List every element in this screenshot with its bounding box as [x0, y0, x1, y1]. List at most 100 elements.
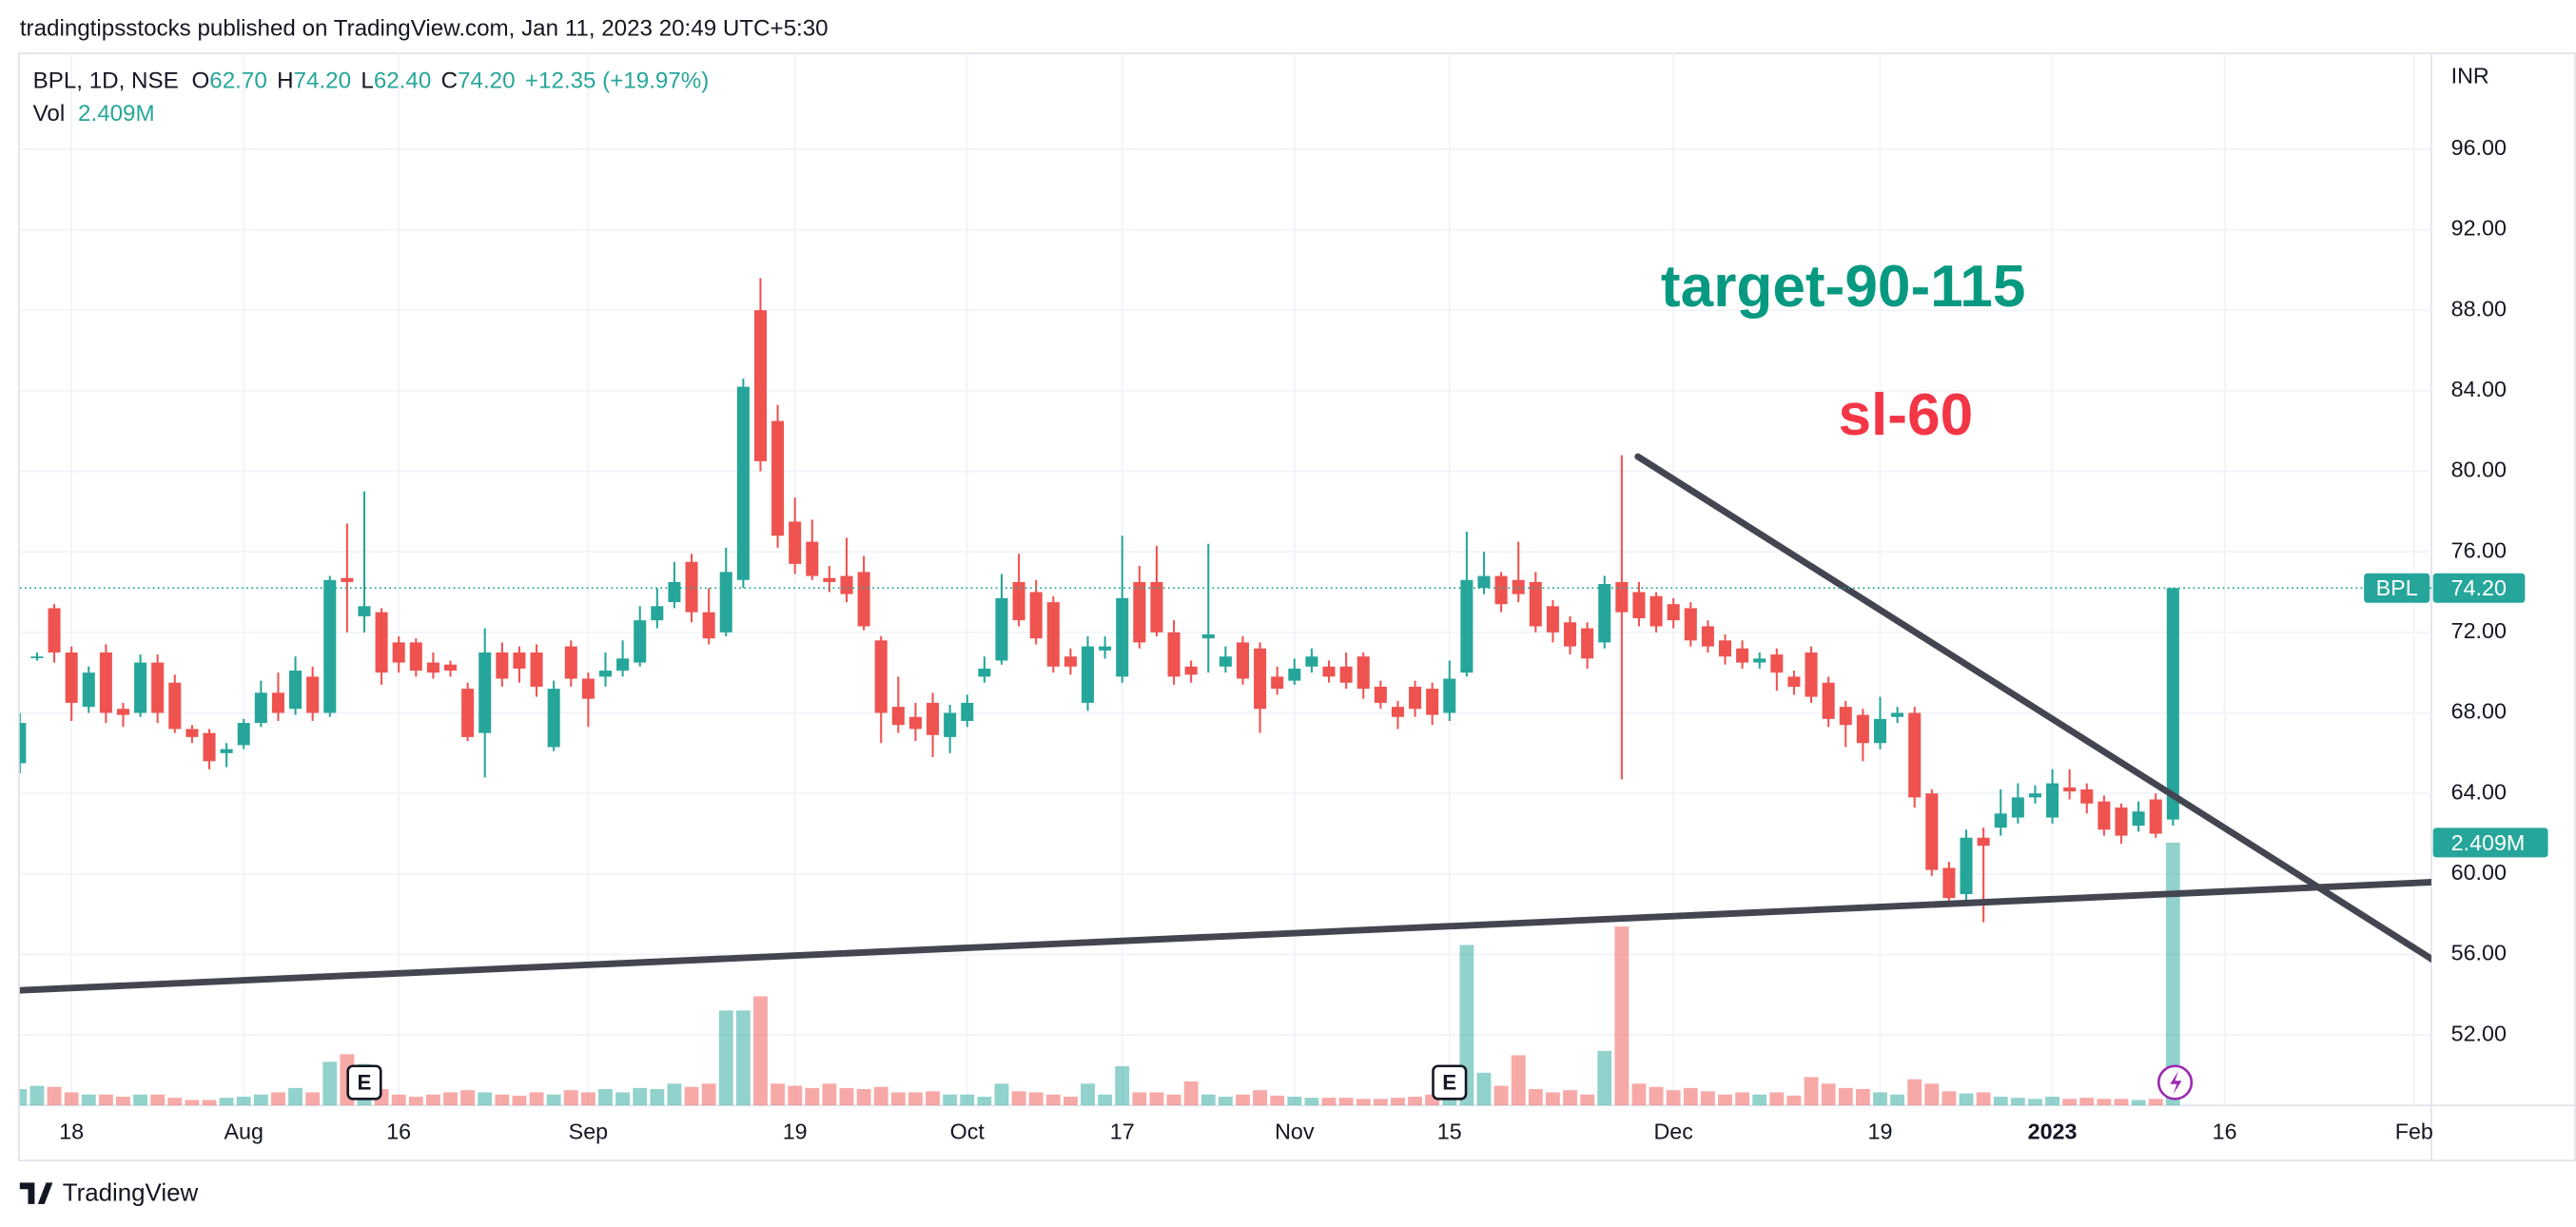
- candle-body: [1201, 633, 1215, 639]
- volume-tag: [2432, 828, 2548, 858]
- volume-bar: [236, 1097, 251, 1106]
- volume-bar: [1718, 1094, 1732, 1106]
- volume-bar: [1804, 1077, 1819, 1106]
- volume-bar: [1408, 1097, 1422, 1106]
- volume-bar: [1631, 1083, 1647, 1106]
- candle-body: [1564, 622, 1577, 647]
- candle-body: [444, 664, 458, 672]
- candle-body: [254, 692, 267, 724]
- candle-body: [719, 572, 732, 633]
- volume-bar: [735, 1010, 751, 1106]
- volume-bar: [546, 1094, 561, 1106]
- candle-body: [1753, 658, 1766, 663]
- candle-body: [65, 652, 78, 703]
- candle-body: [581, 678, 595, 699]
- price-tag: [2432, 573, 2526, 603]
- x-tick-label: 17: [1110, 1120, 1135, 1144]
- candle-body: [1099, 646, 1112, 651]
- candle-body: [651, 606, 664, 621]
- brand: TradingView: [63, 1179, 199, 1206]
- candle-body: [496, 652, 509, 679]
- candle-body: [1667, 604, 1680, 621]
- volume-bar: [460, 1090, 476, 1106]
- volume-bar: [1924, 1083, 1940, 1106]
- candle-body: [220, 749, 233, 753]
- candle-body: [1925, 793, 1939, 870]
- candle-body: [874, 640, 888, 713]
- event-label: E: [1442, 1071, 1456, 1095]
- volume-bar: [771, 1083, 785, 1106]
- volume-bar: [943, 1094, 958, 1106]
- candle-body: [2046, 783, 2059, 818]
- candle-body: [358, 606, 371, 616]
- volume-bar: [219, 1098, 234, 1106]
- candle-body: [1426, 689, 1439, 715]
- volume-bar: [322, 1061, 338, 1106]
- volume-bar: [684, 1086, 699, 1106]
- candle-body: [1701, 626, 1714, 647]
- candle-body: [1460, 579, 1473, 673]
- volume-bar: [1821, 1083, 1836, 1106]
- candle-body: [1736, 648, 1749, 663]
- candle-body: [1770, 654, 1784, 673]
- candle-body: [1873, 718, 1886, 744]
- candle-body: [840, 575, 853, 594]
- volume-bar: [788, 1085, 803, 1106]
- volume-bar: [1063, 1097, 1078, 1106]
- candle-body: [375, 612, 388, 673]
- volume-bar: [1959, 1093, 1974, 1106]
- candle-body: [1908, 712, 1922, 798]
- volume-bar: [1546, 1092, 1560, 1106]
- volume-bar: [650, 1089, 665, 1106]
- currency: INR: [2451, 63, 2489, 88]
- volume-bar: [1563, 1090, 1577, 1106]
- candle-body: [1494, 575, 1508, 605]
- candle-body: [1581, 628, 1594, 659]
- volume-bar: [1045, 1094, 1061, 1106]
- candle-body: [978, 668, 991, 677]
- volume-bar: [271, 1092, 285, 1106]
- annotation: target-90-115: [1661, 254, 2026, 320]
- candle-body: [1994, 813, 2007, 828]
- volume-bar: [391, 1094, 406, 1106]
- volume-bar: [443, 1092, 458, 1106]
- y-tick-label: 52.00: [2451, 1021, 2507, 1045]
- event-marker: [346, 1064, 382, 1100]
- candle-body: [702, 612, 715, 639]
- candle-body: [513, 652, 526, 669]
- x-tick-label: Aug: [224, 1120, 263, 1144]
- volume-bar: [1580, 1094, 1595, 1106]
- ohlc-value: 62.40: [374, 68, 431, 94]
- volume-bar: [753, 996, 768, 1106]
- change: +12.35 (+19.97%): [525, 68, 709, 94]
- volume-legend: Vol 2.409M: [33, 101, 155, 127]
- candle-body: [1546, 606, 1559, 633]
- candle-body: [1116, 597, 1129, 677]
- volume-bar: [2079, 1098, 2095, 1106]
- y-tick-label: 64.00: [2451, 779, 2507, 804]
- volume-bar: [1287, 1097, 1302, 1106]
- annotation: sl-60: [1838, 382, 1973, 448]
- x-tick-label: Feb: [2395, 1120, 2433, 1144]
- candle-body: [2028, 793, 2041, 798]
- volume-bar: [839, 1087, 854, 1106]
- candle-body: [82, 672, 95, 708]
- volume-bar: [1614, 926, 1630, 1106]
- volume-bar: [2010, 1098, 2025, 1106]
- candle-body: [99, 652, 112, 713]
- volume-bar: [563, 1090, 578, 1106]
- candle-body: [1787, 676, 1801, 687]
- overlay: 52.00 56.00 60.00 64.00 68.00 72.00 76.00 80.00…: [19, 68, 2548, 1144]
- volume-bar: [994, 1083, 1009, 1106]
- candle-body: [1184, 666, 1198, 675]
- y-tick-label: 68.00: [2451, 699, 2507, 724]
- candle-body: [961, 702, 974, 721]
- symbol-tag: [2364, 573, 2430, 603]
- candle-body: [736, 386, 750, 580]
- candle-body: [1081, 646, 1095, 703]
- volume-bar: [1132, 1092, 1147, 1106]
- volume-bar: [1993, 1097, 2008, 1106]
- volume-bar: [1735, 1092, 1750, 1106]
